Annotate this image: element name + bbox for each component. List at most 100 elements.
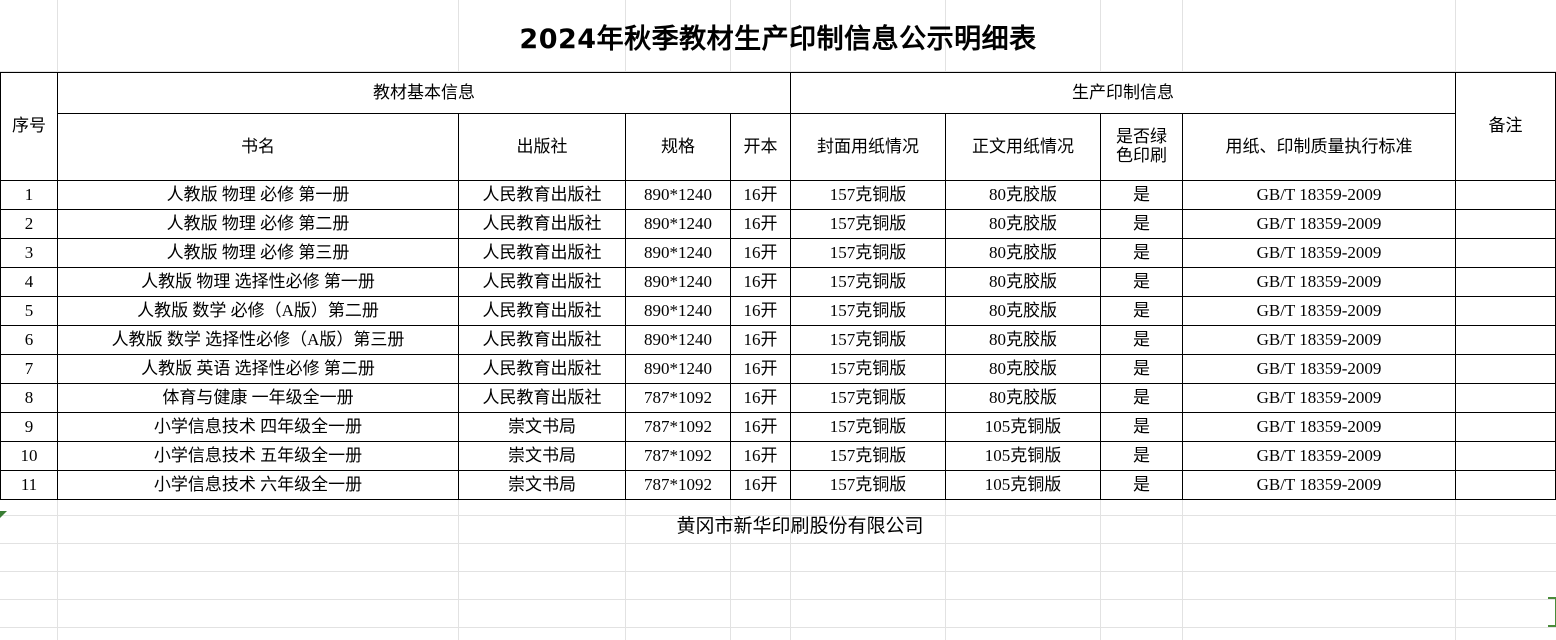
cell-quality-standard[interactable]: GB/T 18359-2009 <box>1182 267 1456 297</box>
selection-range-handle[interactable] <box>1548 597 1556 627</box>
cell-cover-paper[interactable]: 157克铜版 <box>790 238 946 268</box>
cell-remarks[interactable] <box>1455 441 1556 471</box>
cell-spec[interactable]: 890*1240 <box>625 325 731 355</box>
cell-quality-standard[interactable]: GB/T 18359-2009 <box>1182 325 1456 355</box>
cell-quality-standard[interactable]: GB/T 18359-2009 <box>1182 209 1456 239</box>
cell-cover-paper[interactable]: 157克铜版 <box>790 180 946 210</box>
cell-publisher[interactable]: 人民教育出版社 <box>458 180 626 210</box>
cell-book-name[interactable]: 人教版 数学 必修（A版）第二册 <box>57 296 459 326</box>
cell-sequence[interactable]: 11 <box>0 470 58 500</box>
cell-spec[interactable]: 890*1240 <box>625 354 731 384</box>
cell-quality-standard[interactable]: GB/T 18359-2009 <box>1182 296 1456 326</box>
cell-body-paper[interactable]: 80克胶版 <box>945 267 1101 297</box>
cell-publisher[interactable]: 人民教育出版社 <box>458 354 626 384</box>
table-row[interactable]: 1 人教版 物理 必修 第一册 人民教育出版社 890*1240 16开 157克铜版 80… <box>0 180 1556 210</box>
cell-sequence[interactable]: 2 <box>0 209 58 239</box>
cell-body-paper[interactable]: 105克铜版 <box>945 470 1101 500</box>
cell-format[interactable]: 16开 <box>730 441 791 471</box>
cell-sequence[interactable]: 8 <box>0 383 58 413</box>
cell-green-printing[interactable]: 是 <box>1100 296 1183 326</box>
cell-remarks[interactable] <box>1455 238 1556 268</box>
table-row[interactable]: 2 人教版 物理 必修 第二册 人民教育出版社 890*1240 16开 157克铜版 80… <box>0 209 1556 239</box>
cell-format[interactable]: 16开 <box>730 354 791 384</box>
cell-cover-paper[interactable]: 157克铜版 <box>790 209 946 239</box>
cell-remarks[interactable] <box>1455 383 1556 413</box>
cell-format[interactable]: 16开 <box>730 209 791 239</box>
cell-spec[interactable]: 890*1240 <box>625 238 731 268</box>
cell-body-paper[interactable]: 80克胶版 <box>945 238 1101 268</box>
cell-format[interactable]: 16开 <box>730 325 791 355</box>
cell-format[interactable]: 16开 <box>730 180 791 210</box>
cell-green-printing[interactable]: 是 <box>1100 325 1183 355</box>
cell-book-name[interactable]: 小学信息技术 四年级全一册 <box>57 412 459 442</box>
cell-remarks[interactable] <box>1455 412 1556 442</box>
table-row[interactable]: 8 体育与健康 一年级全一册 人民教育出版社 787*1092 16开 157克铜版 80克… <box>0 383 1556 413</box>
table-row[interactable]: 7 人教版 英语 选择性必修 第二册 人民教育出版社 890*1240 16开 157克铜… <box>0 354 1556 384</box>
cell-green-printing[interactable]: 是 <box>1100 354 1183 384</box>
cell-spec[interactable]: 890*1240 <box>625 209 731 239</box>
cell-sequence[interactable]: 3 <box>0 238 58 268</box>
cell-book-name[interactable]: 人教版 英语 选择性必修 第二册 <box>57 354 459 384</box>
cell-book-name[interactable]: 人教版 物理 必修 第一册 <box>57 180 459 210</box>
cell-sequence[interactable]: 1 <box>0 180 58 210</box>
cell-remarks[interactable] <box>1455 470 1556 500</box>
cell-remarks[interactable] <box>1455 267 1556 297</box>
cell-spec[interactable]: 890*1240 <box>625 180 731 210</box>
cell-quality-standard[interactable]: GB/T 18359-2009 <box>1182 441 1456 471</box>
cell-body-paper[interactable]: 105克铜版 <box>945 441 1101 471</box>
cell-green-printing[interactable]: 是 <box>1100 383 1183 413</box>
cell-publisher[interactable]: 崇文书局 <box>458 412 626 442</box>
cell-spec[interactable]: 787*1092 <box>625 441 731 471</box>
cell-body-paper[interactable]: 80克胶版 <box>945 383 1101 413</box>
cell-body-paper[interactable]: 80克胶版 <box>945 325 1101 355</box>
table-row[interactable]: 10 小学信息技术 五年级全一册 崇文书局 787*1092 16开 157克铜版 105克… <box>0 441 1556 471</box>
cell-quality-standard[interactable]: GB/T 18359-2009 <box>1182 412 1456 442</box>
cell-quality-standard[interactable]: GB/T 18359-2009 <box>1182 383 1456 413</box>
cell-remarks[interactable] <box>1455 180 1556 210</box>
cell-green-printing[interactable]: 是 <box>1100 209 1183 239</box>
cell-green-printing[interactable]: 是 <box>1100 180 1183 210</box>
cell-sequence[interactable]: 6 <box>0 325 58 355</box>
cell-sequence[interactable]: 10 <box>0 441 58 471</box>
table-row[interactable]: 6 人教版 数学 选择性必修（A版）第三册 人民教育出版社 890*1240 16开 15… <box>0 325 1556 355</box>
cell-remarks[interactable] <box>1455 296 1556 326</box>
cell-cover-paper[interactable]: 157克铜版 <box>790 267 946 297</box>
cell-spec[interactable]: 787*1092 <box>625 383 731 413</box>
cell-sequence[interactable]: 5 <box>0 296 58 326</box>
cell-quality-standard[interactable]: GB/T 18359-2009 <box>1182 238 1456 268</box>
cell-book-name[interactable]: 人教版 物理 必修 第二册 <box>57 209 459 239</box>
cell-spec[interactable]: 787*1092 <box>625 412 731 442</box>
cell-book-name[interactable]: 体育与健康 一年级全一册 <box>57 383 459 413</box>
table-row[interactable]: 11 小学信息技术 六年级全一册 崇文书局 787*1092 16开 157克铜版 105克… <box>0 470 1556 500</box>
cell-publisher[interactable]: 人民教育出版社 <box>458 296 626 326</box>
cell-quality-standard[interactable]: GB/T 18359-2009 <box>1182 470 1456 500</box>
cell-body-paper[interactable]: 80克胶版 <box>945 296 1101 326</box>
selection-corner-marker[interactable] <box>0 511 7 518</box>
cell-spec[interactable]: 890*1240 <box>625 296 731 326</box>
cell-format[interactable]: 16开 <box>730 238 791 268</box>
cell-cover-paper[interactable]: 157克铜版 <box>790 470 946 500</box>
cell-sequence[interactable]: 7 <box>0 354 58 384</box>
cell-cover-paper[interactable]: 157克铜版 <box>790 412 946 442</box>
cell-green-printing[interactable]: 是 <box>1100 412 1183 442</box>
cell-green-printing[interactable]: 是 <box>1100 238 1183 268</box>
cell-publisher[interactable]: 人民教育出版社 <box>458 267 626 297</box>
cell-body-paper[interactable]: 80克胶版 <box>945 209 1101 239</box>
cell-body-paper[interactable]: 80克胶版 <box>945 180 1101 210</box>
cell-body-paper[interactable]: 80克胶版 <box>945 354 1101 384</box>
cell-publisher[interactable]: 人民教育出版社 <box>458 383 626 413</box>
cell-publisher[interactable]: 人民教育出版社 <box>458 209 626 239</box>
cell-green-printing[interactable]: 是 <box>1100 470 1183 500</box>
cell-quality-standard[interactable]: GB/T 18359-2009 <box>1182 180 1456 210</box>
cell-format[interactable]: 16开 <box>730 412 791 442</box>
cell-remarks[interactable] <box>1455 354 1556 384</box>
cell-cover-paper[interactable]: 157克铜版 <box>790 325 946 355</box>
cell-spec[interactable]: 787*1092 <box>625 470 731 500</box>
table-row[interactable]: 5 人教版 数学 必修（A版）第二册 人民教育出版社 890*1240 16开 157克铜… <box>0 296 1556 326</box>
cell-remarks[interactable] <box>1455 325 1556 355</box>
table-row[interactable]: 4 人教版 物理 选择性必修 第一册 人民教育出版社 890*1240 16开 157克铜… <box>0 267 1556 297</box>
cell-remarks[interactable] <box>1455 209 1556 239</box>
cell-format[interactable]: 16开 <box>730 383 791 413</box>
cell-green-printing[interactable]: 是 <box>1100 441 1183 471</box>
cell-body-paper[interactable]: 105克铜版 <box>945 412 1101 442</box>
